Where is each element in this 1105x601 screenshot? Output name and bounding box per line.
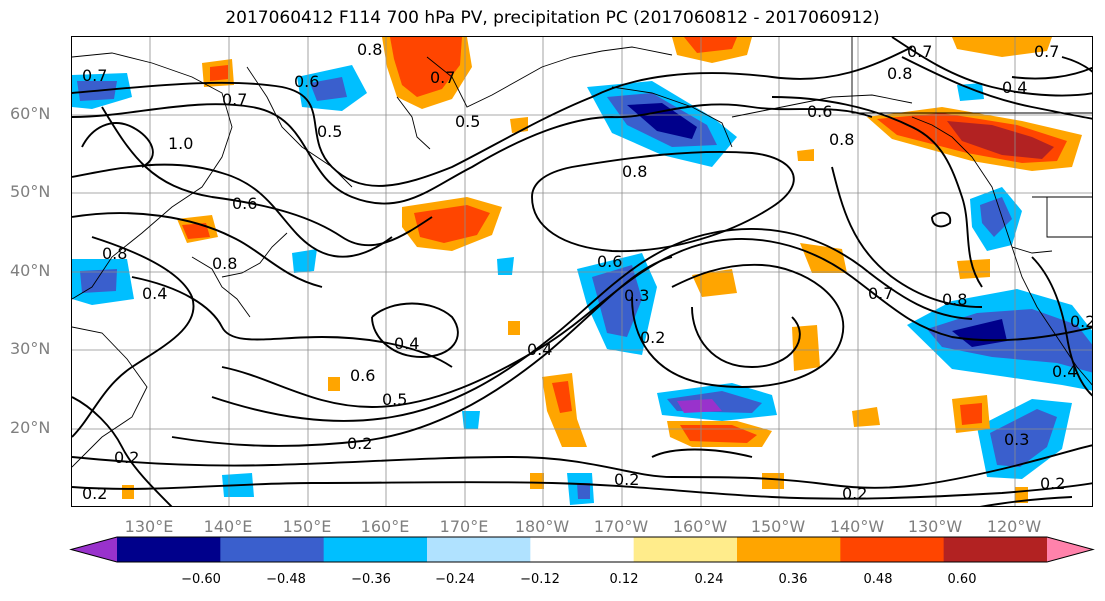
map-panel: 0.8 0.7 0.6 0.5 0.7 0.5 0.6 0.8 0.7 0.8 … bbox=[71, 36, 1093, 507]
contour-label: 0.7 bbox=[222, 90, 247, 109]
lon-label: 140°E bbox=[203, 517, 253, 536]
lat-label: 60°N bbox=[10, 104, 51, 123]
map-canvas: 0.8 0.7 0.6 0.5 0.7 0.5 0.6 0.8 0.7 0.8 … bbox=[72, 37, 1093, 506]
contour-label: 0.8 bbox=[887, 64, 912, 83]
lon-label: 160°E bbox=[360, 517, 410, 536]
colorbar-segment bbox=[323, 537, 428, 562]
colorbar-outline bbox=[69, 536, 1095, 563]
lon-label: 180°W bbox=[514, 517, 570, 536]
lon-label: 130°E bbox=[124, 517, 174, 536]
lon-label: 150°E bbox=[282, 517, 332, 536]
lat-label: 40°N bbox=[10, 261, 51, 280]
contour-label: 0.8 bbox=[622, 162, 647, 181]
colorbar-tick: −0.24 bbox=[435, 572, 475, 587]
lon-label: 120°W bbox=[986, 517, 1042, 536]
lat-label: 50°N bbox=[10, 182, 51, 201]
contour-label: 0.6 bbox=[597, 252, 622, 271]
colorbar-segment bbox=[530, 537, 635, 562]
contour-label: 0.6 bbox=[294, 72, 319, 91]
pv-contours bbox=[72, 37, 1092, 506]
coastlines bbox=[72, 37, 1092, 468]
colorbar-tick: 0.36 bbox=[778, 572, 808, 587]
contour-label: 0.3 bbox=[624, 286, 649, 305]
contour-label: 0.5 bbox=[455, 112, 480, 131]
colorbar-segment bbox=[1047, 537, 1093, 562]
contour-label: 0.4 bbox=[142, 284, 167, 303]
contour-label: 0.8 bbox=[212, 254, 237, 273]
lon-label: 160°W bbox=[672, 517, 728, 536]
contour-label-group: 0.8 0.7 0.6 0.5 0.7 0.5 0.6 0.8 0.7 0.8 … bbox=[82, 40, 1093, 503]
contour-label: 0.5 bbox=[317, 122, 342, 141]
contour-label: 0.8 bbox=[102, 244, 127, 263]
contour-label: 0.7 bbox=[868, 284, 893, 303]
contour-label: 0.7 bbox=[82, 66, 107, 85]
lon-label: 170°E bbox=[439, 517, 489, 536]
contour-label: 0.2 bbox=[640, 328, 665, 347]
lon-label: 130°W bbox=[907, 517, 963, 536]
colorbar-tick: 0.48 bbox=[863, 572, 893, 587]
contour-label: 0.8 bbox=[357, 40, 382, 59]
contour-label: 0.4 bbox=[394, 334, 419, 353]
contour-label: 0.2 bbox=[114, 448, 139, 467]
colorbar-tick: −0.48 bbox=[266, 572, 306, 587]
lat-label: 20°N bbox=[10, 418, 51, 437]
colorbar-segment bbox=[220, 537, 325, 562]
contour-label: 0.2 bbox=[1040, 474, 1065, 493]
colorbar-segment bbox=[117, 537, 221, 562]
contour-label: 0.2 bbox=[842, 484, 867, 503]
lat-label: 30°N bbox=[10, 339, 51, 358]
positive-precip-areas bbox=[122, 37, 1082, 503]
contour-label: 0.2 bbox=[1070, 312, 1093, 331]
colorbar-tick: 0.12 bbox=[609, 572, 639, 587]
contour-label: 1.0 bbox=[168, 134, 193, 153]
contour-label: 0.8 bbox=[942, 290, 967, 309]
contour-label: 0.6 bbox=[807, 102, 832, 121]
contour-label: 0.4 bbox=[1002, 78, 1027, 97]
colorbar-tick: −0.36 bbox=[351, 572, 391, 587]
colorbar-tick: −0.60 bbox=[181, 572, 221, 587]
contour-label: 0.2 bbox=[347, 434, 372, 453]
colorbar-segment bbox=[427, 537, 531, 562]
graticule bbox=[72, 37, 1092, 506]
colorbar-tick: 0.24 bbox=[694, 572, 724, 587]
lon-label: 170°W bbox=[593, 517, 649, 536]
colorbar-segment bbox=[840, 537, 945, 562]
contour-label: 0.5 bbox=[382, 390, 407, 409]
contour-label: 0.6 bbox=[232, 194, 257, 213]
contour-label: 0.2 bbox=[614, 470, 639, 489]
contour-label: 0.7 bbox=[430, 68, 455, 87]
contour-label: 0.8 bbox=[829, 130, 854, 149]
contour-label: 0.2 bbox=[82, 484, 107, 503]
colorbar-tick: 0.60 bbox=[947, 572, 977, 587]
contour-label: 0.4 bbox=[527, 340, 552, 359]
colorbar-tick: −0.12 bbox=[520, 572, 560, 587]
contour-label: 0.3 bbox=[1004, 430, 1029, 449]
figure-title: 2017060412 F114 700 hPa PV, precipitatio… bbox=[225, 8, 880, 28]
lon-label: 140°W bbox=[829, 517, 885, 536]
colorbar-segment bbox=[943, 537, 1048, 562]
contour-label: 0.6 bbox=[350, 366, 375, 385]
contour-label: 0.7 bbox=[1034, 42, 1059, 61]
lon-label: 150°W bbox=[750, 517, 806, 536]
colorbar-segment bbox=[737, 537, 841, 562]
contour-label: 0.4 bbox=[1052, 362, 1077, 381]
colorbar-segment bbox=[633, 537, 738, 562]
contour-label: 0.7 bbox=[907, 42, 932, 61]
colorbar-segment bbox=[71, 537, 117, 562]
